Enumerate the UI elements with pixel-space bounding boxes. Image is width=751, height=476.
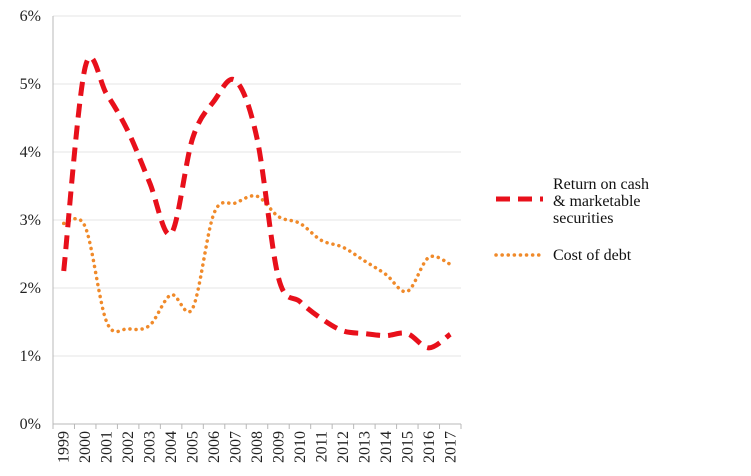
x-tick-label: 2005 [185,431,202,463]
grid [52,15,461,425]
legend-label-return-on-cash: Return on cash & marketable securities [553,176,649,227]
series-line-return-on-cash [61,54,452,351]
x-tick-label: 2014 [378,431,395,463]
x-tick-label: 2011 [313,431,330,462]
x-tick-label: 2015 [399,431,416,463]
x-tick-label: 2008 [249,431,266,463]
x-tick-label: 2007 [228,431,245,463]
x-tick-label: 2004 [163,431,180,463]
legend-label-cost-of-debt: Cost of debt [553,247,632,264]
y-tick-label: 5% [20,76,41,93]
legend-label-line: Cost of debt [553,247,632,264]
x-tick-label: 1999 [56,431,73,463]
legend-label-line: & marketable [553,193,641,210]
x-axis-ticks: 1999 2000 2001 2002 2003 2004 2005 2006 2007 2008… [52,424,462,463]
legend-label-line: securities [553,210,613,227]
legend-label-line: Return on cash [553,176,649,193]
x-tick-label: 2002 [120,431,137,463]
y-tick-label: 2% [20,280,41,297]
y-axis-ticks: 0% 1% 2% 3% 4% 5% 6% [20,8,41,433]
y-tick-label: 1% [20,348,41,365]
series-lines [61,54,453,351]
y-tick-label: 4% [20,144,41,161]
x-tick-label: 2006 [206,431,223,463]
y-tick-label: 3% [20,212,41,229]
x-tick-label: 2009 [270,431,287,463]
x-tick-label: 2001 [99,431,116,463]
series-line-cost-of-debt [61,193,453,334]
x-tick-label: 2003 [142,431,159,463]
x-tick-label: 2000 [77,431,94,463]
y-tick-label: 0% [20,416,41,433]
x-tick-label: 2017 [442,431,459,463]
x-tick-label: 2016 [421,431,438,463]
y-tick-label: 6% [20,8,41,25]
x-tick-label: 2010 [292,431,309,463]
x-tick-label: 2012 [335,431,352,463]
legend: Return on cash & marketable securities Cost… [494,176,649,264]
x-tick-label: 2013 [356,431,373,463]
